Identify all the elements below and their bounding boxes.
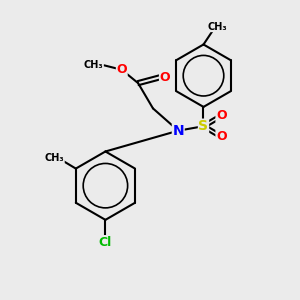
Text: N: N [172,124,184,138]
Text: O: O [116,63,127,76]
Text: Cl: Cl [99,236,112,249]
Text: S: S [199,119,208,133]
Text: CH₃: CH₃ [45,153,64,163]
Text: CH₃: CH₃ [84,60,103,70]
Text: O: O [216,130,226,143]
Text: CH₃: CH₃ [207,22,227,32]
Text: O: O [216,109,226,122]
Text: O: O [160,71,170,84]
